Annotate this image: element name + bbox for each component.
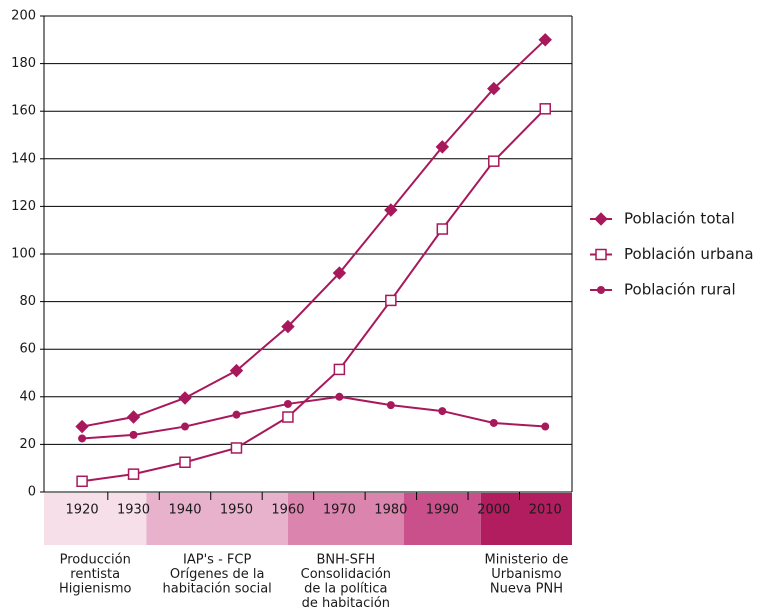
- period-label: Consolidación: [301, 567, 391, 582]
- y-tick-label: 180: [11, 56, 36, 71]
- legend-label: Población rural: [624, 281, 736, 299]
- period-label: Nueva PNH: [490, 582, 563, 597]
- x-tick-label: 1990: [426, 503, 459, 518]
- legend-item: Población rural: [590, 281, 736, 299]
- period-band: [146, 493, 288, 545]
- marker: [232, 410, 241, 419]
- period-label: Producción: [60, 553, 131, 568]
- marker: [127, 468, 140, 480]
- marker: [386, 401, 395, 410]
- y-tick-label: 160: [11, 104, 36, 119]
- y-tick-label: 0: [28, 485, 36, 500]
- marker: [541, 422, 550, 431]
- legend-label: Población total: [624, 210, 735, 228]
- marker: [332, 266, 347, 280]
- period-label: Urbanismo: [491, 567, 561, 582]
- marker: [595, 248, 607, 261]
- y-tick-label: 60: [19, 342, 36, 357]
- marker: [488, 155, 500, 167]
- x-tick-label: 1960: [271, 503, 304, 518]
- marker: [282, 411, 294, 423]
- marker: [435, 140, 450, 154]
- marker: [78, 434, 87, 443]
- period-label: IAP's - FCP: [183, 553, 251, 568]
- x-tick-label: 1980: [374, 503, 407, 518]
- y-tick-label: 40: [19, 389, 36, 404]
- x-tick-label: 1930: [117, 503, 150, 518]
- marker: [126, 410, 141, 424]
- marker: [129, 430, 138, 439]
- x-tick-label: 1920: [66, 503, 99, 518]
- marker: [539, 103, 551, 115]
- marker: [597, 286, 605, 294]
- marker: [594, 212, 608, 226]
- period-label: habitación social: [163, 582, 272, 597]
- period-band: [44, 493, 147, 545]
- legend-label: Población urbana: [624, 245, 754, 263]
- marker: [178, 391, 192, 405]
- period-label: Higienismo: [59, 582, 132, 597]
- marker: [76, 475, 88, 488]
- y-tick-label: 100: [11, 247, 36, 262]
- marker: [487, 81, 501, 96]
- period-label: Ministerio de: [485, 553, 569, 568]
- marker: [283, 399, 292, 408]
- x-tick-label: 1970: [323, 503, 356, 518]
- series-line: [81, 108, 546, 483]
- marker: [179, 456, 191, 468]
- period-band: [287, 493, 404, 545]
- period-label: rentista: [70, 567, 120, 582]
- period-label: BNH-SFH: [317, 553, 376, 568]
- x-tick-label: 2000: [477, 503, 510, 518]
- period-label: de la política: [304, 582, 387, 597]
- marker: [384, 203, 398, 217]
- series-line: [81, 39, 546, 428]
- marker: [75, 419, 89, 434]
- y-tick-label: 20: [19, 437, 36, 452]
- period-label: Orígenes de la: [170, 567, 265, 582]
- marker: [385, 294, 397, 307]
- marker: [281, 319, 295, 334]
- y-tick-label: 80: [19, 294, 36, 309]
- x-tick-label: 2010: [529, 503, 562, 518]
- marker: [333, 363, 346, 376]
- marker: [438, 407, 447, 416]
- period-band: [480, 493, 572, 545]
- y-tick-label: 120: [11, 199, 36, 214]
- y-tick-label: 200: [11, 9, 36, 24]
- marker: [229, 363, 244, 378]
- period-band: [403, 493, 481, 545]
- x-tick-label: 1950: [220, 503, 253, 518]
- period-label: de habitación: [302, 596, 390, 611]
- marker: [230, 442, 243, 454]
- marker: [538, 33, 552, 47]
- marker: [335, 392, 344, 401]
- series-line: [82, 395, 546, 440]
- marker: [181, 422, 190, 431]
- x-tick-label: 1940: [168, 503, 201, 518]
- y-tick-label: 140: [11, 151, 36, 166]
- marker: [436, 223, 449, 235]
- legend-item: Población total: [590, 210, 735, 228]
- legend-item: Población urbana: [590, 245, 754, 263]
- marker: [489, 418, 498, 427]
